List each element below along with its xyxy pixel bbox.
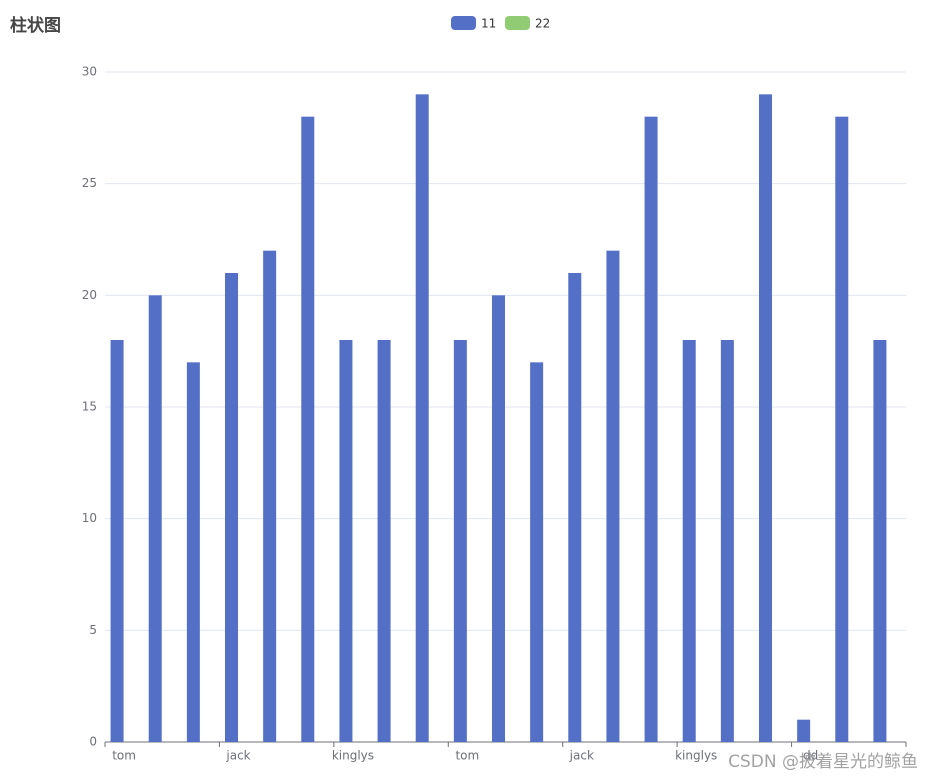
y-tick-label: 0 <box>89 735 97 749</box>
legend-label: 11 <box>481 17 496 31</box>
x-tick-label: jack <box>225 749 250 763</box>
bar <box>606 250 620 742</box>
y-tick-label: 10 <box>82 511 97 525</box>
x-tick-label: kinglys <box>675 749 717 763</box>
bar <box>415 94 429 743</box>
bar <box>148 295 162 742</box>
bar <box>301 116 315 742</box>
bar <box>339 340 353 742</box>
legend-swatch <box>505 16 530 30</box>
x-tick-label: kinglys <box>332 749 374 763</box>
chart-title: 柱状图 <box>10 15 61 36</box>
bar <box>759 94 772 743</box>
bar <box>492 295 505 742</box>
bar <box>835 116 849 742</box>
x-tick-label: tom <box>112 749 136 763</box>
legend-label: 22 <box>535 17 550 31</box>
x-tick-label: jack <box>569 749 594 763</box>
bar <box>797 719 811 742</box>
y-tick-label: 20 <box>82 288 97 302</box>
bar <box>263 250 277 742</box>
bar <box>453 340 467 742</box>
watermark: CSDN @披着星光的鲸鱼 <box>728 752 918 772</box>
y-tick-label: 5 <box>89 623 97 637</box>
bar <box>644 116 658 742</box>
bar <box>377 340 391 742</box>
bar <box>873 340 887 742</box>
y-tick-label: 15 <box>82 400 97 414</box>
bar <box>682 340 696 742</box>
y-tick-label: 25 <box>82 176 97 190</box>
bar <box>530 362 544 742</box>
y-tick-label: 30 <box>82 65 97 79</box>
bar <box>110 340 124 742</box>
bar <box>568 273 582 742</box>
bar <box>186 362 200 742</box>
bar <box>225 273 238 742</box>
legend-swatch <box>451 16 476 30</box>
x-tick-label: dd <box>803 749 818 763</box>
x-tick-label: tom <box>455 749 479 763</box>
bar <box>720 340 734 742</box>
